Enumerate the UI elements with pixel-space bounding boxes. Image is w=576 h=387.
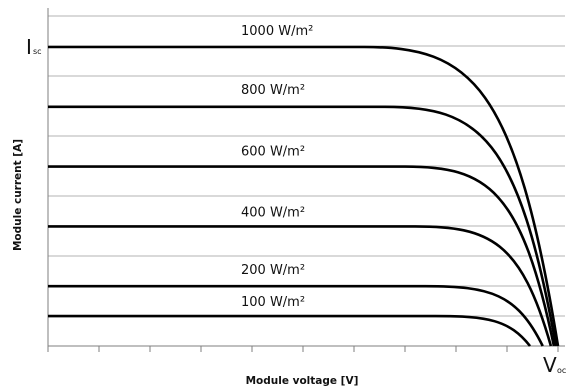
grid-lines — [48, 15, 565, 347]
iv-curve — [48, 225, 553, 347]
isc-symbol: I — [26, 35, 32, 59]
axes — [47, 8, 565, 347]
irradiance-label: 600 W/m² — [241, 145, 305, 160]
irradiance-label: 100 W/m² — [241, 295, 305, 310]
irradiance-label: 200 W/m² — [241, 263, 305, 278]
voc-symbol: V — [543, 353, 557, 377]
iv-curve — [48, 105, 558, 347]
irradiance-label: 1000 W/m² — [241, 24, 313, 39]
iv-curve — [48, 45, 560, 347]
iv-curve — [48, 314, 532, 347]
iv-curves — [48, 45, 560, 347]
isc-subscript: sc — [33, 47, 42, 56]
irradiance-label: 400 W/m² — [241, 205, 305, 220]
irradiance-label: 800 W/m² — [241, 83, 305, 98]
x-axis-title: Module voltage [V] — [246, 375, 359, 387]
iv-curve — [48, 165, 556, 347]
y-axis-title: Module current [A] — [12, 139, 24, 251]
x-axis-ticks — [47, 346, 559, 352]
voc-subscript: oc — [557, 366, 566, 375]
irradiance-labels: 1000 W/m² 800 W/m² 600 W/m² 400 W/m² 200 W/m… — [241, 24, 313, 310]
iv-curve — [48, 284, 544, 347]
